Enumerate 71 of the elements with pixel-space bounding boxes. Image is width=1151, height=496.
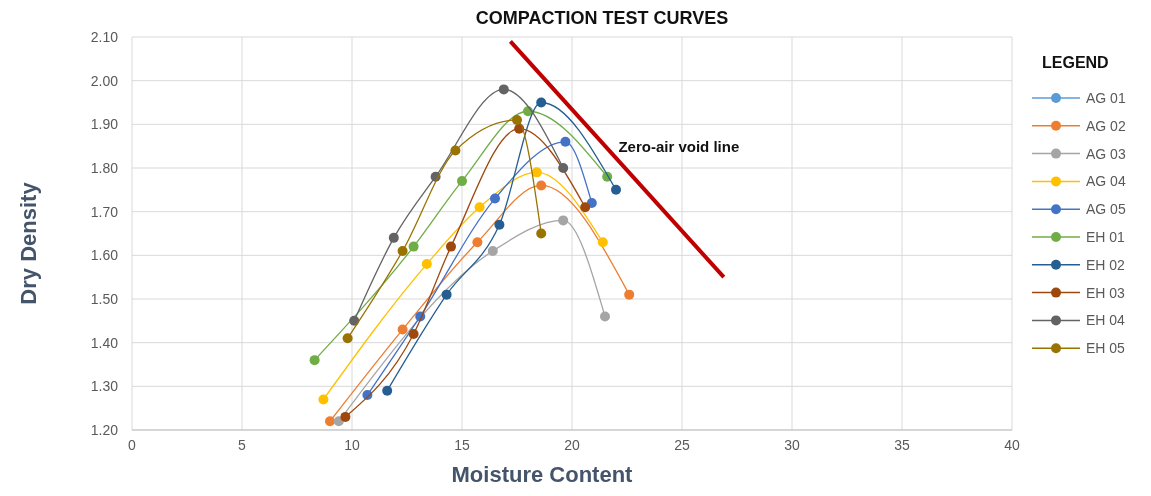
point xyxy=(450,145,461,156)
point xyxy=(490,193,500,204)
legend-label: EH 03 xyxy=(1086,284,1126,301)
point xyxy=(472,237,483,248)
point xyxy=(536,228,547,239)
point xyxy=(536,97,547,108)
x-tick-label: 30 xyxy=(784,437,800,453)
y-tick-label: 2.10 xyxy=(90,29,119,45)
y-tick-label: 1.60 xyxy=(90,247,119,264)
point xyxy=(474,202,485,213)
y-tick-label: 2.00 xyxy=(90,72,119,89)
point xyxy=(408,328,419,339)
point xyxy=(586,197,597,208)
y-tick-label: 1.80 xyxy=(90,160,119,176)
point xyxy=(457,176,467,187)
y-tick-label: 1.50 xyxy=(90,291,119,307)
point xyxy=(624,289,635,300)
point xyxy=(487,245,498,256)
legend-label: EH 01 xyxy=(1086,229,1126,245)
point xyxy=(325,416,335,427)
y-axis-title: Dry Density xyxy=(16,181,41,305)
x-tick-label: 0 xyxy=(128,437,137,453)
y-tick-label: 1.90 xyxy=(90,116,119,133)
point xyxy=(494,219,505,230)
point xyxy=(309,355,320,366)
point xyxy=(580,202,591,213)
legend-label: AG 04 xyxy=(1086,173,1126,190)
legend-label: EH 04 xyxy=(1086,312,1126,329)
point xyxy=(498,84,509,95)
legend-label: AG 01 xyxy=(1086,90,1126,106)
point xyxy=(512,114,522,125)
y-tick-label: 1.40 xyxy=(90,334,119,351)
point xyxy=(342,333,353,344)
point xyxy=(318,394,329,405)
point xyxy=(441,289,452,300)
point xyxy=(536,180,547,191)
x-tick-label: 20 xyxy=(564,437,580,453)
point xyxy=(531,167,542,178)
x-tick-label: 5 xyxy=(238,437,247,453)
y-tick-label: 1.20 xyxy=(90,422,119,438)
point xyxy=(597,237,608,248)
x-axis-title: Moisture Content xyxy=(451,462,634,487)
point xyxy=(446,241,456,252)
legend-label: AG 02 xyxy=(1086,117,1126,134)
x-tick-label: 40 xyxy=(1004,437,1020,453)
series-label: Zero-air void line xyxy=(618,138,740,156)
point xyxy=(558,163,569,173)
point xyxy=(340,411,351,422)
point xyxy=(600,311,610,322)
legend-label: EH 05 xyxy=(1086,340,1126,357)
point xyxy=(382,385,393,396)
point xyxy=(408,241,419,252)
point xyxy=(397,324,408,335)
x-tick-label: 15 xyxy=(454,437,470,453)
chart-title: COMPACTION TEST CURVES xyxy=(475,8,729,28)
x-tick-label: 35 xyxy=(894,437,910,453)
y-tick-label: 1.70 xyxy=(90,203,119,220)
point xyxy=(397,245,408,256)
x-tick-label: 25 xyxy=(674,437,690,453)
point xyxy=(388,232,399,243)
point xyxy=(421,259,432,270)
point xyxy=(349,315,360,326)
point xyxy=(560,136,571,147)
x-tick-label: 10 xyxy=(344,437,360,453)
legend-label: AG 03 xyxy=(1086,145,1126,162)
legend-label: AG 05 xyxy=(1086,201,1126,218)
legend-title: LEGEND xyxy=(1042,54,1109,71)
point xyxy=(611,184,621,195)
point xyxy=(558,215,569,226)
y-tick-label: 1.30 xyxy=(90,378,119,395)
legend-label: EH 02 xyxy=(1086,256,1126,273)
